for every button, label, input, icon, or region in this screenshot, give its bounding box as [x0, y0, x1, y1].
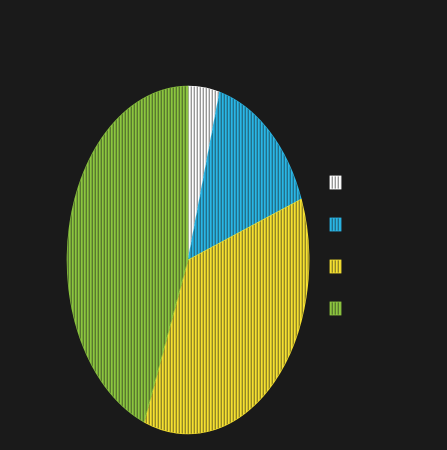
pie-slices: [66, 85, 310, 435]
legend-swatch-3: [329, 259, 342, 274]
legend-swatch-2: [329, 217, 342, 232]
pie-slice-4: [66, 85, 189, 423]
legend: [329, 175, 342, 316]
legend-swatch-4: [329, 301, 342, 316]
legend-swatch-1: [329, 175, 342, 190]
pie-slice-3: [143, 198, 310, 435]
pie-slice-2: [187, 91, 302, 261]
